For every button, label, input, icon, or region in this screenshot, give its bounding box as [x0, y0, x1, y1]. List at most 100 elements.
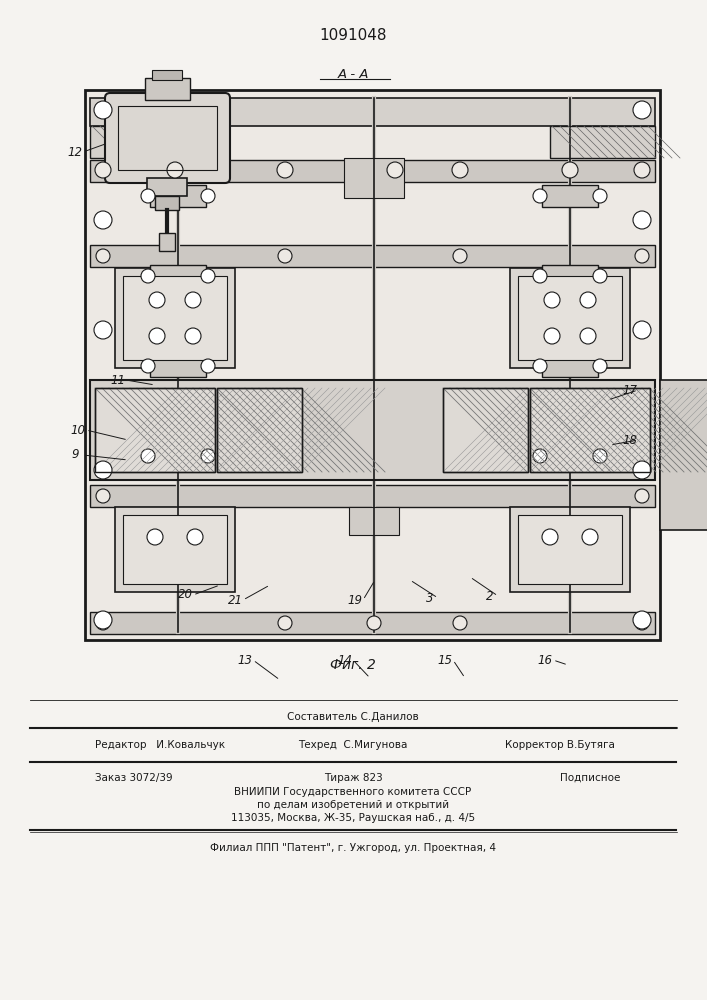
Circle shape [562, 162, 578, 178]
Bar [510, 268, 630, 368]
Bar [118, 106, 217, 170]
Bar [518, 515, 622, 584]
Circle shape [201, 359, 215, 373]
Bar [150, 355, 206, 377]
Bar [90, 245, 655, 267]
Bar [90, 485, 655, 507]
Bar [530, 388, 650, 472]
Circle shape [633, 461, 651, 479]
Bar [90, 98, 655, 126]
Circle shape [141, 449, 155, 463]
Circle shape [149, 328, 165, 344]
Circle shape [185, 292, 201, 308]
Circle shape [635, 616, 649, 630]
Bar [150, 265, 206, 287]
Text: 3: 3 [426, 591, 434, 604]
Circle shape [94, 211, 112, 229]
Circle shape [147, 529, 163, 545]
Circle shape [367, 616, 381, 630]
Text: 16: 16 [537, 654, 552, 666]
Circle shape [185, 328, 201, 344]
Circle shape [278, 249, 292, 263]
Bar [660, 380, 707, 530]
Circle shape [593, 189, 607, 203]
Text: 21: 21 [228, 593, 243, 606]
Bar [217, 388, 302, 472]
Text: Корректор В.Бутяга: Корректор В.Бутяга [505, 740, 615, 750]
Circle shape [95, 162, 111, 178]
Circle shape [452, 162, 468, 178]
Bar [95, 388, 215, 472]
Text: 17: 17 [622, 383, 638, 396]
Circle shape [201, 269, 215, 283]
Circle shape [96, 489, 110, 503]
Circle shape [593, 449, 607, 463]
Bar [150, 445, 206, 467]
Bar [542, 355, 598, 377]
Circle shape [94, 461, 112, 479]
Bar [115, 268, 235, 368]
Circle shape [582, 529, 598, 545]
Bar [542, 265, 598, 287]
Text: Техред  С.Мигунова: Техред С.Мигунова [298, 740, 408, 750]
Circle shape [635, 249, 649, 263]
Text: 9: 9 [71, 448, 78, 462]
Text: Составитель С.Данилов: Составитель С.Данилов [287, 712, 419, 722]
Text: 14: 14 [337, 654, 353, 666]
Bar [344, 158, 404, 198]
Circle shape [94, 101, 112, 119]
Bar [518, 276, 622, 360]
Bar [150, 185, 206, 207]
Circle shape [635, 489, 649, 503]
Bar [152, 70, 182, 80]
Bar [123, 276, 227, 360]
Circle shape [633, 211, 651, 229]
Bar [85, 90, 660, 640]
Bar [550, 126, 655, 158]
Bar [145, 78, 190, 100]
Bar [443, 388, 528, 472]
Circle shape [96, 616, 110, 630]
Circle shape [96, 249, 110, 263]
Circle shape [453, 249, 467, 263]
Circle shape [277, 162, 293, 178]
Text: Фиг. 2: Фиг. 2 [330, 658, 376, 672]
Bar [349, 507, 399, 535]
Text: Филиал ППП "Патент", г. Ужгород, ул. Проектная, 4: Филиал ППП "Патент", г. Ужгород, ул. Про… [210, 843, 496, 853]
Circle shape [167, 162, 183, 178]
Bar [542, 445, 598, 467]
Circle shape [533, 269, 547, 283]
Text: 15: 15 [438, 654, 452, 666]
Circle shape [94, 611, 112, 629]
Bar [217, 388, 302, 472]
Bar [90, 612, 655, 634]
Text: Подписное: Подписное [560, 773, 620, 783]
Circle shape [453, 616, 467, 630]
Text: Тираж 823: Тираж 823 [324, 773, 382, 783]
Bar [90, 380, 655, 480]
Text: 2: 2 [486, 589, 493, 602]
Circle shape [149, 292, 165, 308]
Circle shape [593, 269, 607, 283]
Bar [510, 507, 630, 592]
Circle shape [141, 359, 155, 373]
Bar [95, 388, 215, 472]
Circle shape [201, 449, 215, 463]
Text: A - A: A - A [337, 68, 369, 81]
Text: 20: 20 [177, 588, 192, 601]
Circle shape [580, 328, 596, 344]
Bar [147, 178, 187, 196]
Circle shape [633, 321, 651, 339]
Text: по делам изобретений и открытий: по делам изобретений и открытий [257, 800, 449, 810]
FancyBboxPatch shape [105, 93, 230, 183]
Circle shape [533, 449, 547, 463]
Bar [542, 185, 598, 207]
Text: 12: 12 [67, 145, 83, 158]
Circle shape [542, 529, 558, 545]
Circle shape [544, 328, 560, 344]
Text: 19: 19 [348, 593, 363, 606]
Circle shape [580, 292, 596, 308]
Text: 10: 10 [71, 424, 86, 436]
Bar [90, 126, 195, 158]
Circle shape [533, 189, 547, 203]
